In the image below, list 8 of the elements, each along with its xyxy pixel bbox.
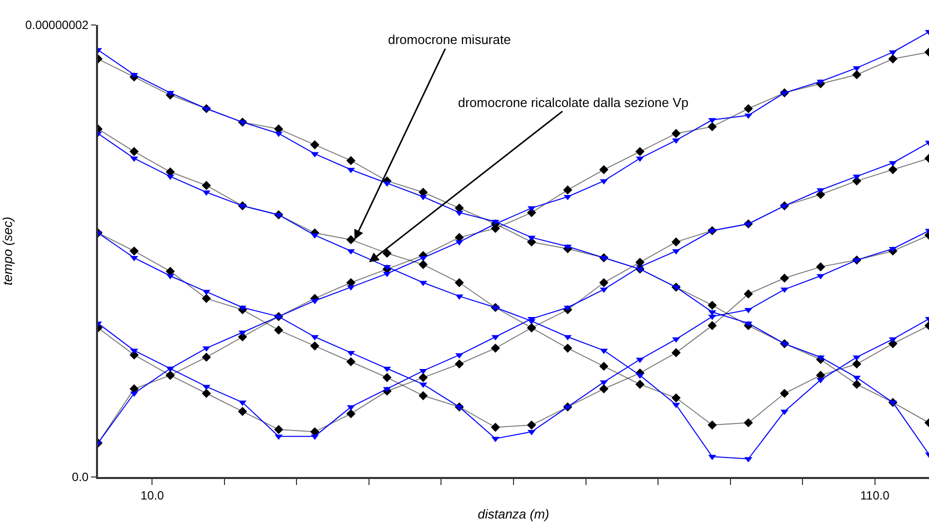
x-axis-title: distanza (m) — [478, 506, 550, 522]
y-tick-label: 0.0 — [72, 470, 89, 484]
y-axis-title: tempo (sec) — [0, 216, 15, 286]
x-tick-label: 110.0 — [860, 488, 890, 502]
annotation: dromocrone ricalcolate dalla sezione Vp — [458, 95, 689, 110]
y-tick-label: 0.00000002 — [25, 18, 89, 32]
x-tick-label: 10.0 — [140, 488, 164, 502]
annotation: dromocrone misurate — [388, 32, 511, 47]
